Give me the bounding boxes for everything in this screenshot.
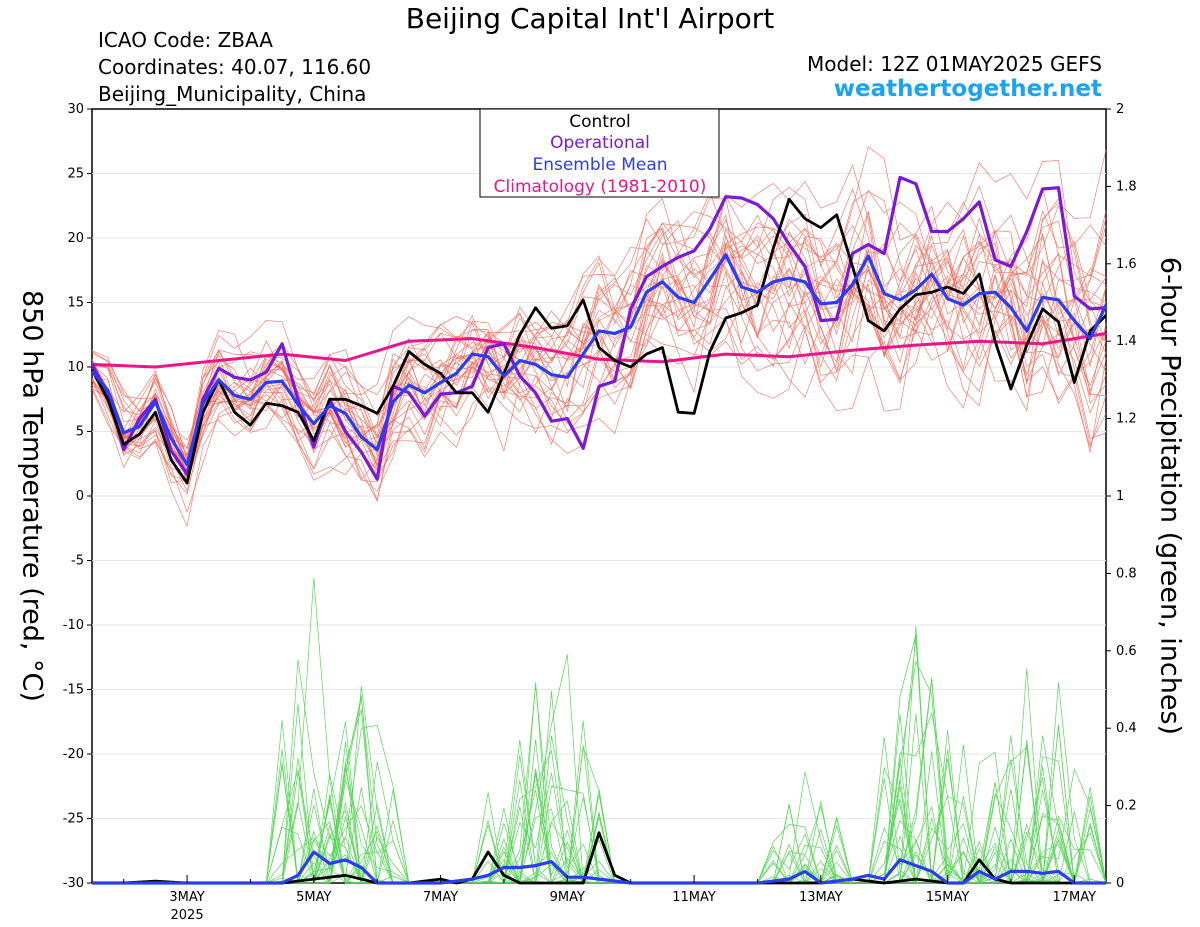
legend-item-operational: Operational <box>550 133 650 153</box>
axes-layer: 302520151050-5-10-15-20-25-3021.81.61.41… <box>63 102 1137 923</box>
y-tick-label-left: -5 <box>71 554 84 569</box>
legend-box <box>479 108 720 198</box>
temp-member-line <box>91 244 1107 482</box>
y-tick-label-right: 1.8 <box>1116 179 1137 194</box>
x-tick-label: 13MAY <box>799 890 843 905</box>
y-tick-label-right: 1.2 <box>1116 412 1137 427</box>
legend: Control Operational Ensemble Mean Climat… <box>479 108 720 198</box>
y-tick-label-left: -25 <box>63 812 84 827</box>
site-link[interactable]: weathertogether.net <box>833 76 1102 102</box>
x-tick-label: 15MAY <box>926 890 970 905</box>
y-tick-label-left: 0 <box>76 489 84 504</box>
coordinates: Coordinates: 40.07, 116.60 <box>98 55 372 79</box>
y-tick-label-right: 0.2 <box>1116 799 1137 814</box>
legend-item-ensemble-mean: Ensemble Mean <box>532 155 667 175</box>
operational-temp-line <box>90 175 1107 481</box>
y-tick-label-right: 0.6 <box>1116 644 1137 659</box>
temp-member-line <box>91 201 1107 476</box>
x-tick-label: 17MAY <box>1053 890 1097 905</box>
y-tick-label-right: 1.4 <box>1116 334 1137 349</box>
temp-member-line <box>91 149 1107 495</box>
y-tick-label-left: -30 <box>63 876 84 891</box>
temp-member-line <box>91 230 1107 528</box>
x-tick-sublabel: 2025 <box>171 908 204 923</box>
chart-title: Beijing Capital Int'l Airport <box>405 2 775 35</box>
region: Beijing_Municipality, China <box>98 82 367 106</box>
series-layer <box>90 175 1108 885</box>
y-tick-label-left: 15 <box>67 296 84 311</box>
y-tick-label-left: 5 <box>76 425 84 440</box>
y-tick-label-left: 10 <box>67 360 84 375</box>
ensemble-mean-temp-line <box>90 253 1108 467</box>
y-tick-label-right: 1 <box>1116 489 1124 504</box>
y-axis-label-right: 6-hour Precipitation (green, inches) <box>1154 256 1186 736</box>
legend-item-climatology: Climatology (1981-2010) <box>494 177 707 197</box>
y-tick-label-right: 0.4 <box>1116 721 1137 736</box>
legend-item-control: Control <box>569 112 630 132</box>
icao-code: ICAO Code: ZBAA <box>98 28 273 52</box>
temp-member-line <box>91 213 1107 457</box>
ensemble-mean-precip-line <box>92 850 1106 885</box>
model-run: Model: 12Z 01MAY2025 GEFS <box>807 52 1102 76</box>
y-tick-label-left: 30 <box>67 102 84 117</box>
x-tick-label: 7MAY <box>423 890 458 905</box>
x-tick-label: 9MAY <box>550 890 585 905</box>
control-temp-line <box>90 197 1107 485</box>
y-tick-label-right: 2 <box>1116 102 1124 117</box>
y-tick-label-left: -10 <box>63 618 84 633</box>
y-tick-label-left: -20 <box>63 747 84 762</box>
x-tick-label: 11MAY <box>672 890 716 905</box>
temp-member-line <box>91 190 1107 470</box>
climatology-1981-2010-temp-line <box>91 332 1107 369</box>
y-tick-label-right: 0.8 <box>1116 566 1137 581</box>
y-tick-label-right: 1.6 <box>1116 257 1137 272</box>
y-axis-label-left: 850 hPa Temperature (red, °C) <box>16 290 48 702</box>
y-tick-label-right: 0 <box>1116 876 1124 891</box>
y-tick-label-left: 20 <box>67 231 84 246</box>
x-tick-label: 5MAY <box>296 890 331 905</box>
y-tick-label-left: 25 <box>67 167 84 182</box>
y-tick-label-left: -15 <box>63 683 84 698</box>
x-tick-label: 3MAY <box>169 890 204 905</box>
